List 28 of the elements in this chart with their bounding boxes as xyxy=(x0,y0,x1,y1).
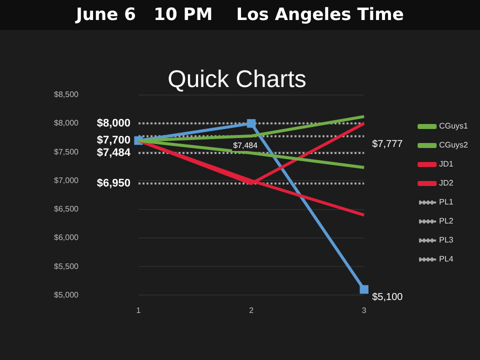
annotation: $7,700 xyxy=(96,134,130,147)
y-tick-label: $7,000 xyxy=(54,176,80,185)
y-tick-label: $8,500 xyxy=(54,90,80,100)
chart-subtitle: June 6 10 PM Los Angeles Time xyxy=(74,4,405,27)
y-tick-label: $8,000 xyxy=(54,118,80,128)
legend-label: CGuys1 xyxy=(439,122,469,131)
chart-title: Quick Charts xyxy=(168,66,306,94)
y-tick-label: $5,500 xyxy=(54,262,80,271)
annotation: $7,484 xyxy=(96,147,132,160)
legend-label: JD1 xyxy=(439,160,454,169)
annotation: $7,484 xyxy=(233,141,258,150)
annotation: $7,777 xyxy=(372,138,404,150)
legend-label: PL1 xyxy=(439,198,454,207)
y-tick-label: $6,000 xyxy=(54,233,80,242)
y-tick-label: $5,000 xyxy=(54,290,80,300)
x-tick-label: 3 xyxy=(362,306,367,316)
x-tick-label: 2 xyxy=(249,306,254,316)
legend-label: CGuys2 xyxy=(439,140,469,150)
legend-label: PL4 xyxy=(439,254,454,264)
x-tick-label: 1 xyxy=(136,306,142,316)
annotation: $8,000 xyxy=(96,117,130,130)
y-tick-label: $7,500 xyxy=(54,147,80,156)
y-tick-label: $6,500 xyxy=(54,204,80,214)
legend-label: PL2 xyxy=(439,216,454,226)
legend-label: JD2 xyxy=(439,178,454,188)
annotation: $6,950 xyxy=(96,178,130,190)
annotation: $5,100 xyxy=(372,292,404,304)
legend-label: PL3 xyxy=(439,236,454,245)
